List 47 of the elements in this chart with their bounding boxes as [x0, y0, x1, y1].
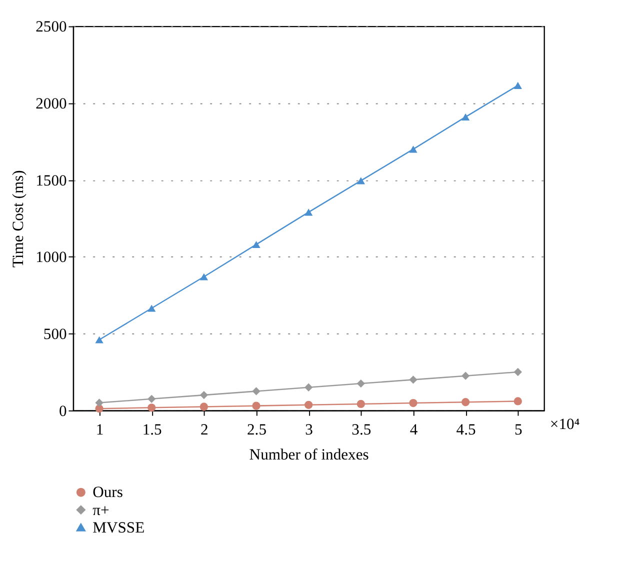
legend-label: π+ [92, 502, 110, 519]
point [95, 336, 104, 344]
point [304, 383, 313, 392]
y-tick-label: 2500 [36, 18, 67, 36]
point [514, 82, 522, 89]
point [200, 390, 208, 400]
x-tick-label: 2 [200, 421, 208, 438]
point [148, 394, 156, 403]
point [409, 146, 418, 153]
point [356, 379, 365, 388]
y-axis-title: Time Cost (ms) [10, 170, 27, 268]
y-tick-label: 0 [58, 402, 67, 420]
point [356, 400, 365, 408]
point [461, 398, 470, 406]
x-axis-title: Number of indexes [249, 446, 369, 464]
point [304, 208, 313, 216]
point [409, 398, 418, 408]
point [304, 400, 313, 409]
x-tick-label: 2.5 [247, 421, 267, 438]
point [252, 402, 260, 410]
x-tick-label: 1.5 [142, 421, 162, 438]
point [200, 273, 208, 280]
point [252, 387, 260, 396]
x-tick-label: 1 [96, 421, 104, 438]
x-tick-label: 3.5 [352, 421, 372, 438]
point [148, 304, 156, 312]
point [461, 372, 470, 380]
x-tick-label: 4 [410, 421, 418, 438]
point [200, 402, 208, 411]
x-tick-label: 5 [514, 421, 522, 438]
legend-label: MVSSE [92, 519, 145, 536]
point [148, 404, 156, 412]
point [252, 240, 260, 248]
text: ×10⁴ [550, 416, 580, 433]
point [514, 368, 522, 376]
point [514, 397, 522, 406]
point [409, 376, 418, 384]
y-tick-label: 2000 [36, 95, 67, 112]
x-tick-label: 4.5 [456, 421, 476, 438]
x-tick-label: 3 [305, 421, 314, 438]
point [356, 177, 365, 184]
point [461, 113, 470, 120]
point [95, 398, 104, 407]
y-tick-label: 1000 [36, 249, 67, 266]
legend-label: Ours [92, 484, 123, 502]
y-tick-label: 500 [43, 326, 67, 343]
y-tick-label: 1500 [36, 172, 67, 190]
